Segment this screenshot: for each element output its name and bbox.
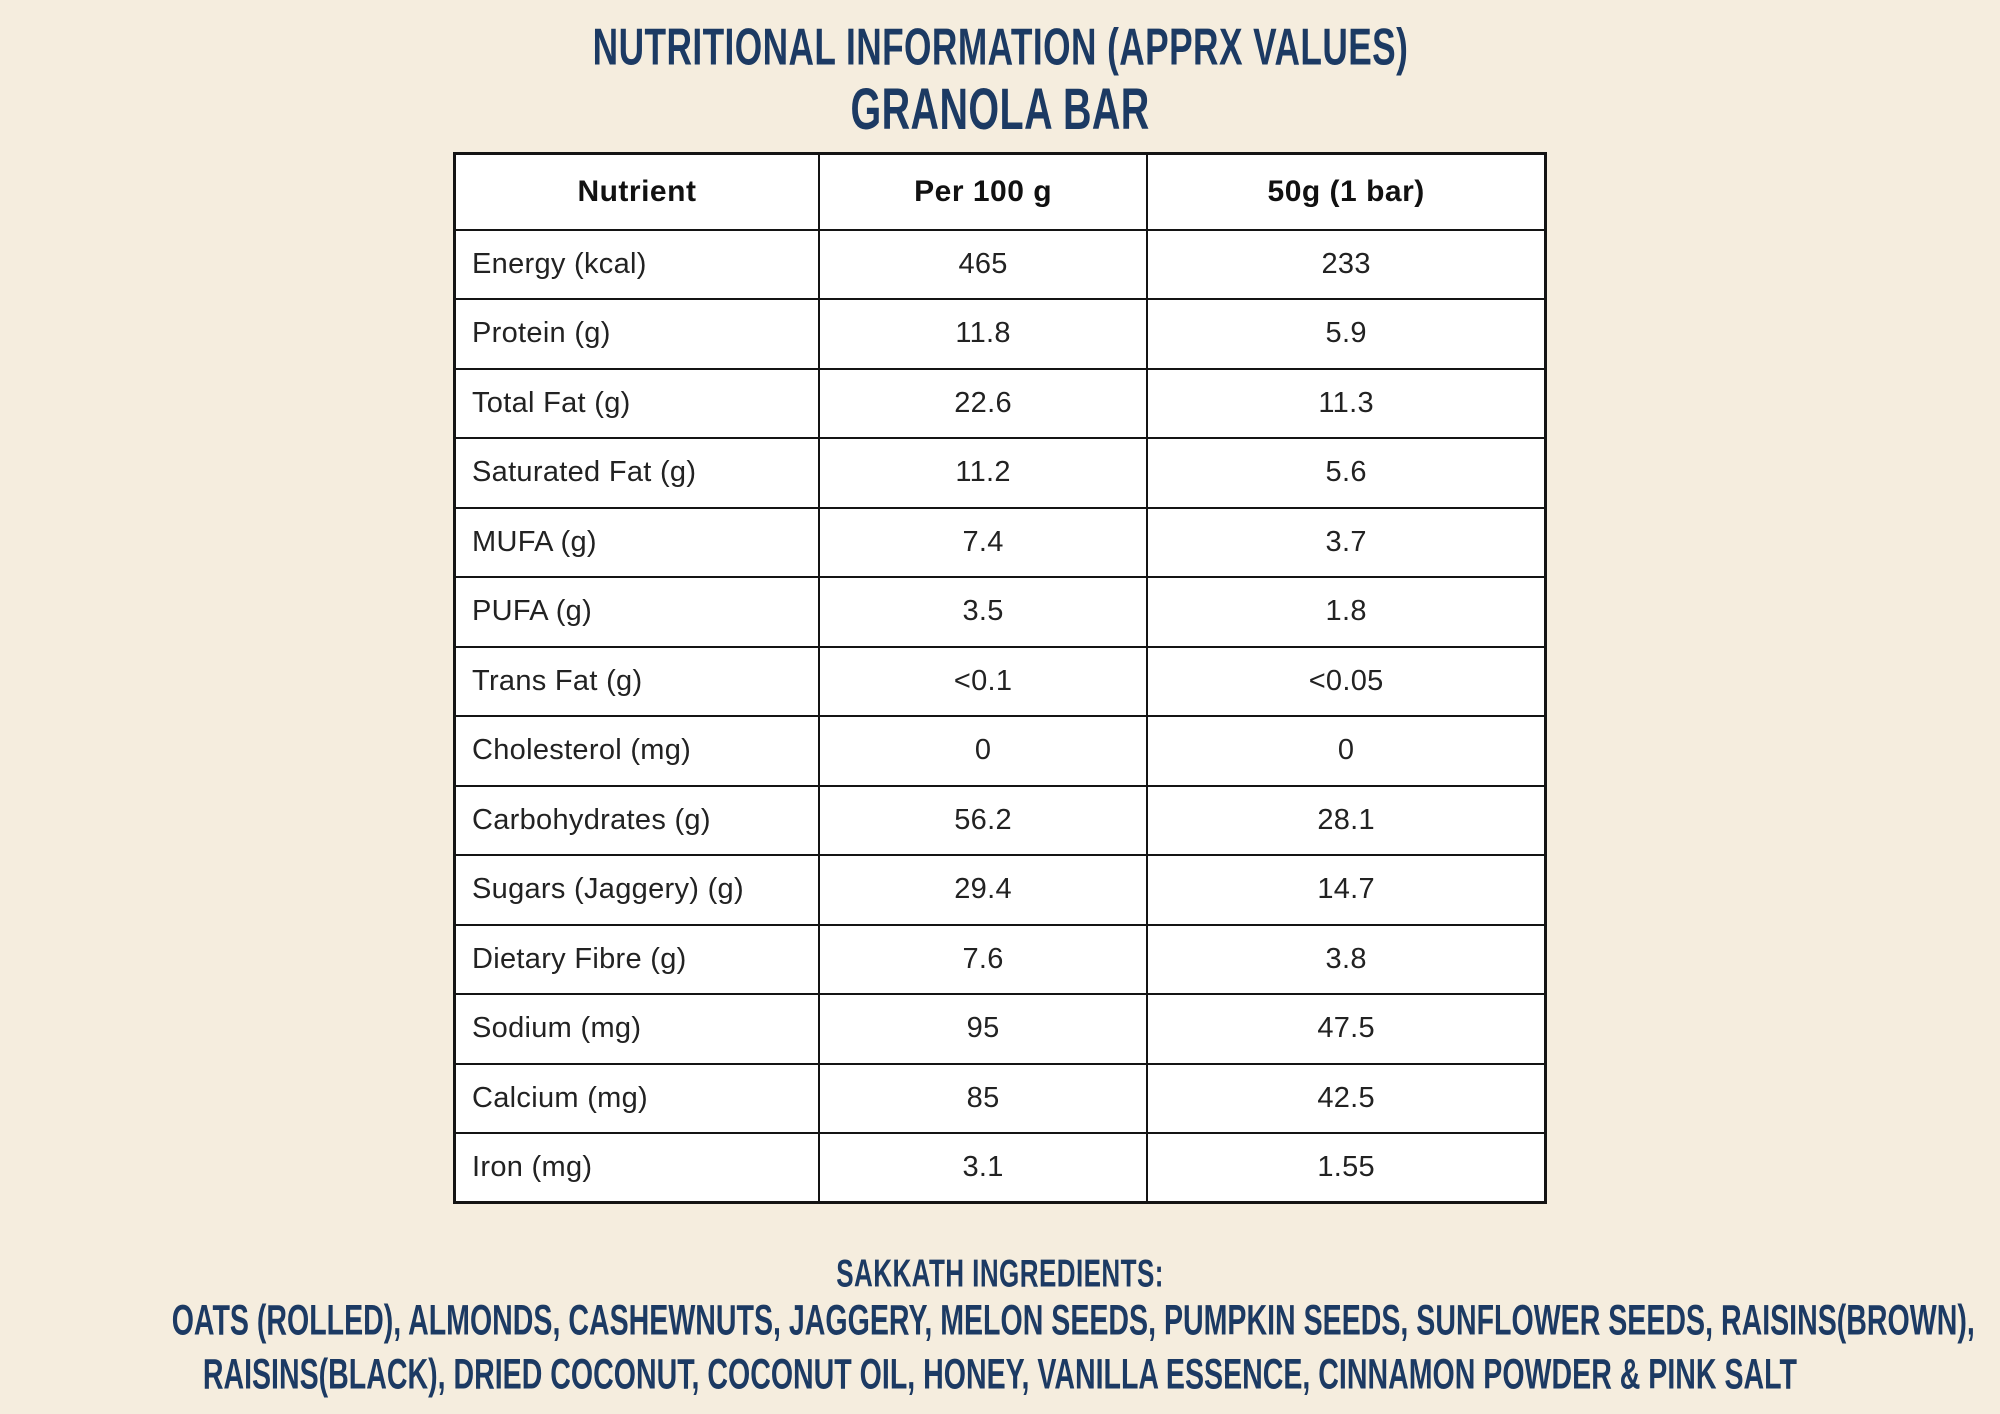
- row-per100g-value: 3.1: [817, 1132, 1149, 1204]
- page-title-text: NUTRITIONAL INFORMATION (APPRX VALUES): [592, 17, 1408, 76]
- header-row: Nutrient Per 100 g 50g (1 bar): [453, 152, 1547, 231]
- row-per50g-value: 1.55: [1146, 1132, 1547, 1204]
- row-per50g-value: 47.5: [1146, 993, 1547, 1065]
- row-per100g-value: 56.2: [817, 784, 1149, 856]
- row-nutrient-label: MUFA (g): [453, 506, 820, 578]
- row-per50g-value: 3.7: [1146, 506, 1547, 578]
- table-row: Total Fat (g) 22.6 11.3: [453, 367, 1547, 439]
- row-nutrient-label: Saturated Fat (g): [453, 437, 820, 509]
- row-per100g-value: 7.4: [817, 506, 1149, 578]
- table-row: Iron (mg) 3.1 1.55: [453, 1132, 1547, 1204]
- ingredients-section: SAKKATH INGREDIENTS: OATS (ROLLED), ALMO…: [0, 1252, 2000, 1402]
- nutrition-table-body: Energy (kcal) 465 233 Protein (g) 11.8 5.9 Tot…: [453, 228, 1547, 1204]
- row-per50g-value: 1.8: [1146, 576, 1547, 648]
- product-name-text: GRANOLA BAR: [850, 75, 1150, 142]
- row-nutrient-label: PUFA (g): [453, 576, 820, 648]
- table-row: Sodium (mg) 95 47.5: [453, 993, 1547, 1065]
- table-row: Saturated Fat (g) 11.2 5.6: [453, 437, 1547, 509]
- column-header-per50g: 50g (1 bar): [1146, 152, 1547, 231]
- row-per50g-value: 0: [1146, 715, 1547, 787]
- row-nutrient-label: Carbohydrates (g): [453, 784, 820, 856]
- row-nutrient-label: Dietary Fibre (g): [453, 923, 820, 995]
- row-per50g-value: <0.05: [1146, 645, 1547, 717]
- table-row: Energy (kcal) 465 233: [453, 228, 1547, 300]
- row-nutrient-label: Protein (g): [453, 298, 820, 370]
- ingredients-heading-text: SAKKATH INGREDIENTS:: [836, 1251, 1164, 1296]
- row-nutrient-label: Iron (mg): [453, 1132, 820, 1204]
- table-row: PUFA (g) 3.5 1.8: [453, 576, 1547, 648]
- column-header-per100g: Per 100 g: [817, 152, 1149, 231]
- row-per100g-value: 95: [817, 993, 1149, 1065]
- row-per100g-value: 85: [817, 1062, 1149, 1134]
- row-per50g-value: 11.3: [1146, 367, 1547, 439]
- table-row: MUFA (g) 7.4 3.7: [453, 506, 1547, 578]
- row-nutrient-label: Total Fat (g): [453, 367, 820, 439]
- row-per50g-value: 28.1: [1146, 784, 1547, 856]
- column-header-nutrient: Nutrient: [453, 152, 820, 231]
- table-row: Trans Fat (g) <0.1 <0.05: [453, 645, 1547, 717]
- row-per100g-value: 11.8: [817, 298, 1149, 370]
- row-nutrient-label: Sodium (mg): [453, 993, 820, 1065]
- row-per100g-value: 465: [817, 228, 1149, 300]
- row-per100g-value: 0: [817, 715, 1149, 787]
- row-nutrient-label: Energy (kcal): [453, 228, 820, 300]
- row-per100g-value: 22.6: [817, 367, 1149, 439]
- ingredients-line-1: OATS (ROLLED), ALMONDS, CASHEWNUTS, JAGG…: [0, 1294, 2000, 1348]
- row-per100g-value: <0.1: [817, 645, 1149, 717]
- row-nutrient-label: Trans Fat (g): [453, 645, 820, 717]
- ingredients-line-2-text: RAISINS(BLACK), DRIED COCONUT, COCONUT O…: [202, 1351, 1798, 1399]
- nutrition-table-header: Nutrient Per 100 g 50g (1 bar): [453, 152, 1547, 231]
- table-row: Calcium (mg) 85 42.5: [453, 1062, 1547, 1134]
- row-per50g-value: 5.9: [1146, 298, 1547, 370]
- ingredients-line-2: RAISINS(BLACK), DRIED COCONUT, COCONUT O…: [0, 1348, 2000, 1402]
- table-row: Sugars (Jaggery) (g) 29.4 14.7: [453, 854, 1547, 926]
- product-name: GRANOLA BAR: [0, 76, 2000, 142]
- row-per50g-value: 3.8: [1146, 923, 1547, 995]
- row-nutrient-label: Sugars (Jaggery) (g): [453, 854, 820, 926]
- table-row: Dietary Fibre (g) 7.6 3.8: [453, 923, 1547, 995]
- page-title: NUTRITIONAL INFORMATION (APPRX VALUES): [0, 0, 2000, 75]
- row-per100g-value: 7.6: [817, 923, 1149, 995]
- row-per50g-value: 233: [1146, 228, 1547, 300]
- row-per50g-value: 42.5: [1146, 1062, 1547, 1134]
- ingredients-line-1-text: OATS (ROLLED), ALMONDS, CASHEWNUTS, JAGG…: [171, 1297, 1975, 1345]
- ingredients-heading: SAKKATH INGREDIENTS:: [0, 1252, 2000, 1295]
- row-per50g-value: 14.7: [1146, 854, 1547, 926]
- row-per100g-value: 29.4: [817, 854, 1149, 926]
- table-row: Protein (g) 11.8 5.9: [453, 298, 1547, 370]
- row-per100g-value: 3.5: [817, 576, 1149, 648]
- row-nutrient-label: Calcium (mg): [453, 1062, 820, 1134]
- table-row: Carbohydrates (g) 56.2 28.1: [453, 784, 1547, 856]
- row-per50g-value: 5.6: [1146, 437, 1547, 509]
- row-per100g-value: 11.2: [817, 437, 1149, 509]
- table-row: Cholesterol (mg) 0 0: [453, 715, 1547, 787]
- row-nutrient-label: Cholesterol (mg): [453, 715, 820, 787]
- nutrition-table: Nutrient Per 100 g 50g (1 bar) Energy (k…: [453, 152, 1547, 1204]
